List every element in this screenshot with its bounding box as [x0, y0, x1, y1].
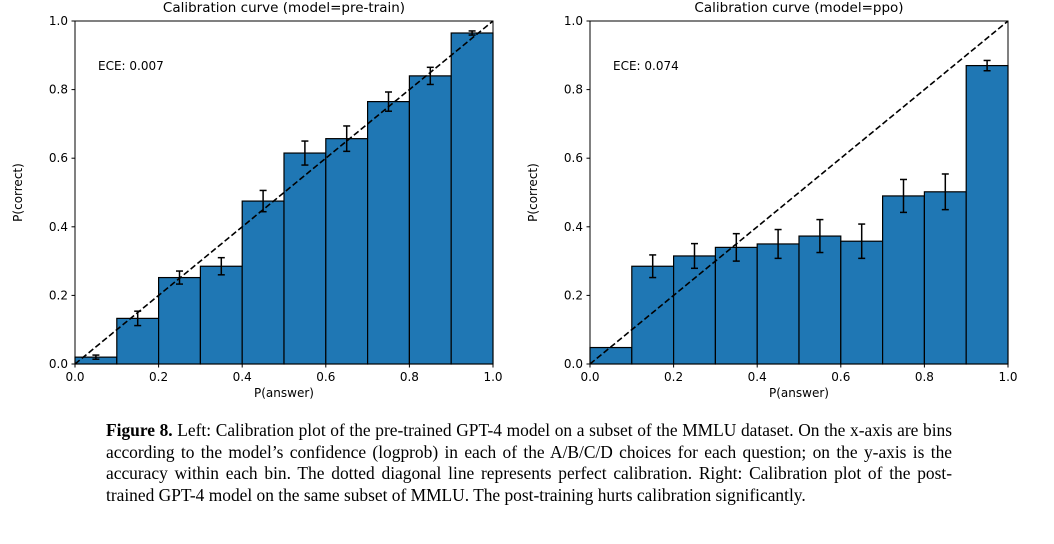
chart-ppo-calibration: 0.0 0.2 0.4 0.6 0.8 1.0 0.0 0.2 0.4 0.6 0.8 1.0 Cali…: [527, 0, 1054, 412]
x-tick-label: 0.0: [580, 370, 599, 384]
x-tick-label: 0.2: [149, 370, 168, 384]
bar: [408, 75, 452, 365]
bar: [798, 235, 842, 365]
y-tick-label: 0.0: [49, 357, 68, 371]
figure-caption-text: Left: Calibration plot of the pre-traine…: [106, 420, 952, 505]
y-tick-label: 0.2: [49, 288, 68, 302]
bars: [589, 64, 1009, 365]
error-bars: [649, 59, 991, 279]
y-tick-label: 0.2: [564, 288, 583, 302]
y-tick-label: 0.8: [49, 83, 68, 97]
perfect-calibration-line: [74, 20, 494, 365]
x-tick-label: 0.4: [233, 370, 252, 384]
y-tick-label: 0.6: [49, 151, 68, 165]
x-tick-label: 0.0: [65, 370, 84, 384]
y-axis: 0.0 0.2 0.4 0.6 0.8 1.0: [49, 14, 75, 371]
chart-pretrain-calibration: 0.0 0.2 0.4 0.6 0.8 1.0 0.0 0.2 0.4 0.6 0.8 1.0 Cali…: [0, 0, 527, 412]
figure-caption-label: Figure 8.: [106, 420, 173, 440]
plot-border: [74, 20, 494, 365]
bar: [714, 246, 758, 365]
bar: [199, 265, 243, 365]
plot-border: [589, 20, 1009, 365]
bar: [325, 138, 369, 365]
x-axis: 0.0 0.2 0.4 0.6 0.8 1.0: [580, 364, 1018, 384]
bar: [283, 152, 327, 365]
x-tick-label: 1.0: [483, 370, 502, 384]
x-tick-label: 0.4: [748, 370, 767, 384]
charts-row: 0.0 0.2 0.4 0.6 0.8 1.0 0.0 0.2 0.4 0.6 0.8 1.0 Cali…: [0, 0, 1054, 412]
y-tick-label: 0.6: [564, 151, 583, 165]
bar: [367, 101, 411, 365]
x-axis: 0.0 0.2 0.4 0.6 0.8 1.0: [65, 364, 503, 384]
bar: [241, 200, 285, 365]
y-tick-label: 0.4: [564, 220, 583, 234]
chart-title: Calibration curve (model=ppo): [694, 0, 903, 16]
ece-annotation: ECE: 0.007: [98, 59, 164, 73]
error-bars: [92, 30, 476, 360]
x-tick-label: 1.0: [998, 370, 1017, 384]
x-tick-label: 0.8: [915, 370, 934, 384]
x-axis-label: P(answer): [769, 386, 829, 400]
bar: [840, 240, 884, 365]
x-axis-label: P(answer): [254, 386, 314, 400]
chart-pretrain-svg: 0.0 0.2 0.4 0.6 0.8 1.0 0.0 0.2 0.4 0.6 0.8 1.0 Cali…: [11, 0, 503, 400]
x-tick-label: 0.2: [664, 370, 683, 384]
x-tick-label: 0.8: [400, 370, 419, 384]
perfect-calibration-line: [589, 20, 1009, 365]
bar: [631, 265, 675, 365]
chart-ppo-svg: 0.0 0.2 0.4 0.6 0.8 1.0 0.0 0.2 0.4 0.6 0.8 1.0 Cali…: [527, 0, 1018, 400]
y-axis-label: P(correct): [11, 163, 25, 222]
bar: [965, 64, 1009, 365]
y-tick-label: 1.0: [564, 14, 583, 28]
bar: [923, 191, 967, 365]
y-axis-label: P(correct): [527, 163, 540, 222]
y-tick-label: 0.8: [564, 83, 583, 97]
y-axis: 0.0 0.2 0.4 0.6 0.8 1.0: [564, 14, 590, 371]
bar: [756, 243, 800, 365]
bar: [673, 255, 717, 365]
x-tick-label: 0.6: [316, 370, 335, 384]
y-tick-label: 0.0: [564, 357, 583, 371]
bar: [882, 195, 926, 365]
bar: [450, 32, 494, 365]
y-tick-label: 1.0: [49, 14, 68, 28]
figure-caption: Figure 8. Left: Calibration plot of the …: [106, 420, 952, 506]
chart-title: Calibration curve (model=pre-train): [163, 0, 405, 16]
ece-annotation: ECE: 0.074: [613, 59, 679, 73]
bar: [589, 346, 633, 365]
y-tick-label: 0.4: [49, 220, 68, 234]
x-tick-label: 0.6: [831, 370, 850, 384]
